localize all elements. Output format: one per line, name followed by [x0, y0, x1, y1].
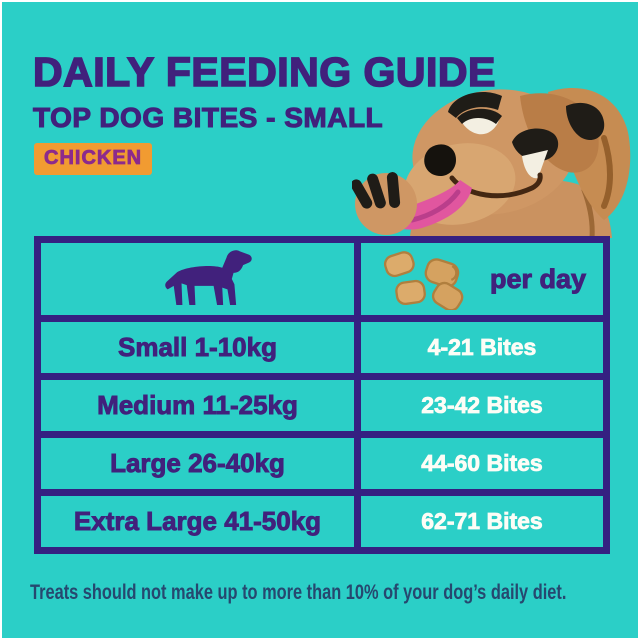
bites-per-day-value: 4-21 Bites — [427, 334, 537, 361]
flavor-badge: CHICKEN — [34, 143, 153, 175]
table-row-size-cell: Small 1-10kg — [41, 322, 354, 373]
dog-size-label: Medium 11-25kg — [97, 390, 299, 421]
page-title: DAILY FEEDING GUIDE — [32, 48, 496, 96]
treats-icon — [383, 251, 464, 310]
disclaimer-text: Treats should not make up to more than 1… — [30, 581, 567, 604]
feeding-table: per day Small 1-10kg 4-21 Bites Medium 1… — [34, 236, 610, 554]
bites-per-day-value: 23-42 Bites — [421, 392, 543, 419]
dog-size-label: Large 26-40kg — [110, 448, 286, 479]
table-row-bites-cell: 62-71 Bites — [361, 496, 603, 547]
per-day-label: per day — [489, 263, 587, 294]
bites-per-day-value: 62-71 Bites — [421, 508, 543, 535]
table-header-perday-cell: per day — [361, 243, 603, 315]
table-row-bites-cell: 23-42 Bites — [361, 380, 603, 431]
dog-size-label: Small 1-10kg — [118, 332, 278, 363]
dog-mascot-illustration — [352, 87, 631, 238]
dog-silhouette-icon — [164, 250, 252, 305]
table-row-bites-cell: 4-21 Bites — [361, 322, 603, 373]
subtitle: TOP DOG BITES - SMALL — [32, 101, 384, 133]
table-row-bites-cell: 44-60 Bites — [361, 438, 603, 489]
table-row-size-cell: Extra Large 41-50kg — [41, 496, 354, 547]
table-row-size-cell: Large 26-40kg — [41, 438, 354, 489]
table-row-size-cell: Medium 11-25kg — [41, 380, 354, 431]
dog-size-label: Extra Large 41-50kg — [73, 506, 322, 537]
bites-per-day-value: 44-60 Bites — [421, 450, 543, 477]
table-header-dog-cell — [41, 243, 354, 315]
